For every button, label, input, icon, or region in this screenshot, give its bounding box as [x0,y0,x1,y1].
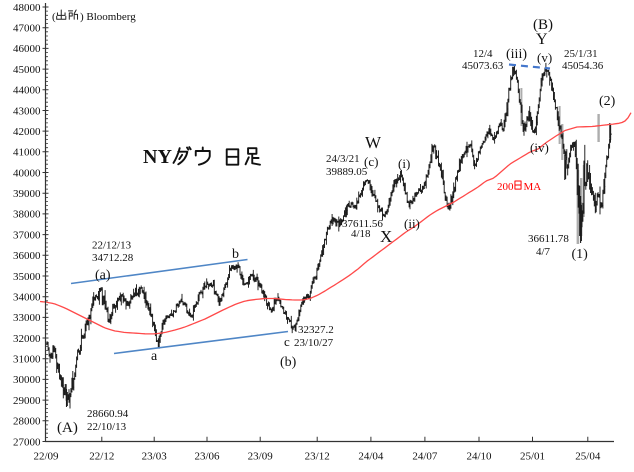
svg-text:c: c [284,334,290,349]
svg-text:(v): (v) [537,50,552,65]
svg-text:(2): (2) [599,94,616,109]
svg-text:W: W [365,133,382,152]
svg-text:(a): (a) [95,268,111,283]
svg-text:22/12: 22/12 [89,451,114,463]
svg-text:36611.78: 36611.78 [528,233,569,245]
svg-text:44000: 44000 [13,85,41,97]
svg-text:(ii): (ii) [404,216,420,231]
svg-text:22/12/13: 22/12/13 [92,240,132,252]
svg-text:4/18: 4/18 [351,228,371,240]
svg-text:23/06: 23/06 [194,451,220,463]
svg-text:4/7: 4/7 [536,246,551,258]
svg-text:25/04: 25/04 [575,451,601,463]
svg-text:45073.63: 45073.63 [462,60,504,72]
svg-text:24/04: 24/04 [358,451,384,463]
svg-text:200: 200 [497,181,514,193]
svg-text:45054.36: 45054.36 [562,60,604,72]
svg-text:(1): (1) [572,247,589,262]
svg-text:40000: 40000 [13,167,41,179]
svg-text:28000: 28000 [13,416,41,428]
svg-text:28660.94: 28660.94 [87,408,129,420]
svg-text:23/10/27: 23/10/27 [294,337,334,349]
svg-text:(c): (c) [364,154,378,169]
svg-text:(B): (B) [533,17,553,33]
svg-text:Y: Y [536,31,548,48]
svg-text:22/09: 22/09 [33,451,59,463]
svg-text:23/03: 23/03 [142,451,168,463]
svg-text:33000: 33000 [13,312,41,324]
svg-text:48000: 48000 [13,2,41,14]
svg-text:29000: 29000 [13,395,41,407]
svg-text:12/4: 12/4 [473,48,493,60]
svg-text:36000: 36000 [13,250,41,262]
svg-text:24/10: 24/10 [466,451,492,463]
svg-text:27000: 27000 [13,436,41,448]
svg-text:(iv): (iv) [530,140,549,155]
svg-text:35000: 35000 [13,271,41,283]
svg-text:(A): (A) [57,420,78,436]
svg-text:) Bloomberg: ) Bloomberg [80,11,136,23]
svg-text:39000: 39000 [13,188,41,200]
svg-text:b: b [232,247,239,262]
svg-text:MA: MA [524,181,542,193]
svg-text:25/01: 25/01 [520,451,545,463]
svg-text:(: ( [52,11,56,23]
svg-text:NY: NY [143,146,172,168]
svg-text:23/12: 23/12 [305,451,330,463]
svg-text:25/1/31: 25/1/31 [564,48,598,60]
svg-text:38000: 38000 [13,209,41,221]
svg-text:22/10/13: 22/10/13 [87,421,127,433]
svg-text:30000: 30000 [13,374,41,386]
svg-text:37611.56: 37611.56 [342,218,383,230]
svg-text:X: X [380,227,392,246]
svg-text:23/09: 23/09 [248,451,274,463]
svg-text:32327.2: 32327.2 [298,324,334,336]
svg-text:46000: 46000 [13,43,41,55]
svg-text:41000: 41000 [13,147,41,159]
svg-text:42000: 42000 [13,126,41,138]
svg-text:24/07: 24/07 [412,451,438,463]
svg-text:34000: 34000 [13,292,41,304]
svg-text:24/3/21: 24/3/21 [326,153,360,165]
svg-text:32000: 32000 [13,333,41,345]
svg-text:43000: 43000 [13,105,41,117]
svg-text:39889.05: 39889.05 [326,166,368,178]
svg-text:45000: 45000 [13,64,41,76]
svg-text:31000: 31000 [13,354,41,366]
svg-text:(iii): (iii) [506,47,527,62]
svg-text:47000: 47000 [13,23,41,35]
svg-text:37000: 37000 [13,229,41,241]
svg-text:(b): (b) [280,355,297,370]
svg-text:a: a [151,349,158,364]
svg-text:(i): (i) [398,156,410,171]
svg-text:34712.28: 34712.28 [92,252,134,264]
